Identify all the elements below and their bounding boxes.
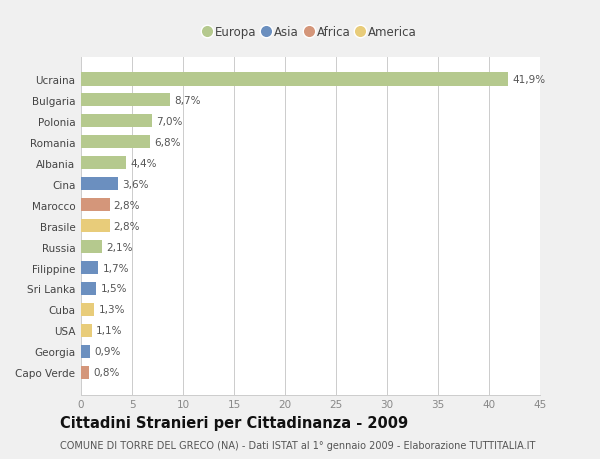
Bar bbox=[81, 135, 151, 149]
Bar bbox=[81, 177, 118, 191]
Bar bbox=[81, 345, 90, 358]
Text: 1,5%: 1,5% bbox=[100, 284, 127, 294]
Bar bbox=[81, 115, 152, 128]
Text: 3,6%: 3,6% bbox=[122, 179, 148, 189]
Bar bbox=[81, 282, 96, 296]
Bar bbox=[81, 94, 170, 107]
Text: 8,7%: 8,7% bbox=[174, 95, 200, 106]
Text: Cittadini Stranieri per Cittadinanza - 2009: Cittadini Stranieri per Cittadinanza - 2… bbox=[60, 415, 408, 431]
Bar bbox=[81, 261, 98, 275]
Text: 0,8%: 0,8% bbox=[93, 368, 119, 378]
Text: 7,0%: 7,0% bbox=[157, 117, 183, 126]
Text: COMUNE DI TORRE DEL GRECO (NA) - Dati ISTAT al 1° gennaio 2009 - Elaborazione TU: COMUNE DI TORRE DEL GRECO (NA) - Dati IS… bbox=[60, 440, 535, 450]
Text: 2,8%: 2,8% bbox=[113, 200, 140, 210]
Bar bbox=[81, 324, 92, 337]
Bar bbox=[81, 157, 126, 170]
Bar bbox=[81, 303, 94, 317]
Text: 4,4%: 4,4% bbox=[130, 158, 157, 168]
Legend: Europa, Asia, Africa, America: Europa, Asia, Africa, America bbox=[201, 23, 420, 43]
Text: 1,7%: 1,7% bbox=[103, 263, 129, 273]
Text: 1,1%: 1,1% bbox=[96, 326, 123, 336]
Bar bbox=[81, 73, 508, 86]
Text: 41,9%: 41,9% bbox=[512, 74, 545, 84]
Text: 6,8%: 6,8% bbox=[154, 137, 181, 147]
Text: 0,9%: 0,9% bbox=[94, 347, 121, 357]
Text: 2,1%: 2,1% bbox=[107, 242, 133, 252]
Text: 1,3%: 1,3% bbox=[98, 305, 125, 315]
Bar bbox=[81, 198, 110, 212]
Bar bbox=[81, 366, 89, 380]
Bar bbox=[81, 240, 103, 254]
Text: 2,8%: 2,8% bbox=[113, 221, 140, 231]
Bar bbox=[81, 219, 110, 233]
